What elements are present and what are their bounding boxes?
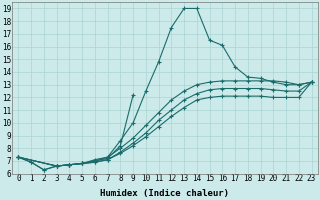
X-axis label: Humidex (Indice chaleur): Humidex (Indice chaleur) [100,189,229,198]
